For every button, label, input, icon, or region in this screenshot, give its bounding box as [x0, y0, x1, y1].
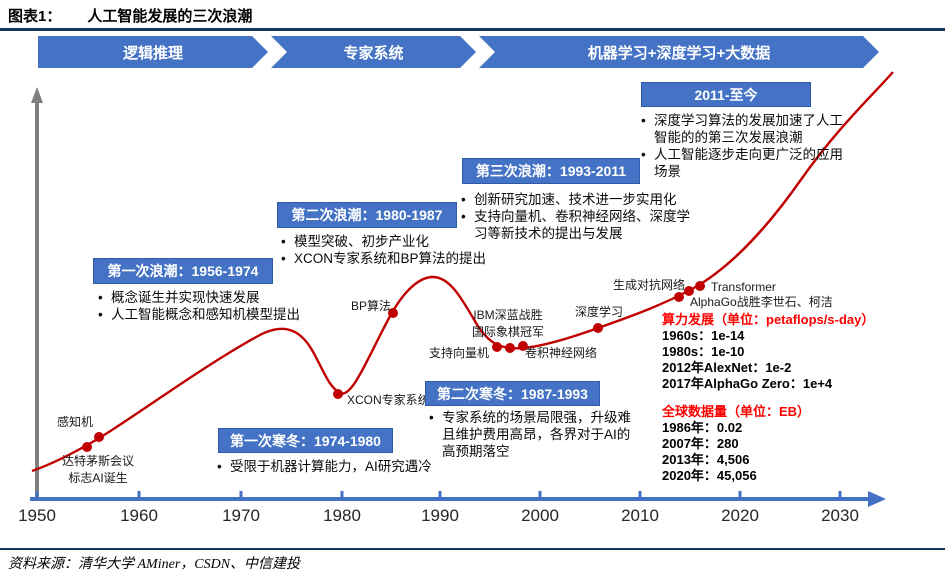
x-tick-1980: 1980	[323, 506, 361, 525]
y-axis	[31, 87, 43, 500]
wave3-bullets: 创新研究加速、技术进一步实用化 支持向量机、卷积神经网络、深度学习等新技术的提出…	[458, 191, 703, 242]
x-tick-1950: 1950	[18, 506, 56, 525]
x-tick-1970: 1970	[222, 506, 260, 525]
era2011-header: 2011-至今	[641, 82, 811, 107]
stage-label: 机器学习+深度学习+大数据	[587, 44, 771, 62]
dot-dartmouth	[82, 442, 92, 452]
stage-label: 逻辑推理	[122, 44, 183, 62]
dot-gan	[674, 292, 684, 302]
milestone-label-dartmouth-conference: 达特茅斯会议 标志AI诞生	[61, 454, 134, 485]
bullet: XCON专家系统和BP算法的提出	[278, 250, 508, 267]
x-tick-2010: 2010	[621, 506, 659, 525]
figure-number: 图表1：	[8, 8, 62, 25]
stage-expert-systems: 专家系统	[271, 36, 476, 68]
compute-stat: 1960s：1e-14	[662, 328, 745, 343]
dot-xcon	[333, 389, 343, 399]
dot-svm	[492, 342, 502, 352]
bullet: 人工智能逐步走向更广泛的应用场景	[638, 146, 853, 180]
data-volume-stats-title: 全球数据量（单位：EB）	[662, 404, 811, 419]
bullet: 专家系统的场景局限强，升级难且维护费用高昂，各界对于AI的高预期落空	[426, 409, 641, 460]
top-rule	[0, 28, 945, 31]
stats-block: 算力发展（单位：petaflops/s-day） 1960s：1e-14 198…	[662, 312, 874, 484]
x-axis	[30, 491, 886, 507]
bullet: 概念诞生并实现快速发展	[95, 289, 330, 306]
figure-title: 图表1： 人工智能发展的三次浪潮	[8, 5, 252, 26]
milestone-label-transformer: Transformer	[711, 280, 776, 294]
wave1-header: 第一次浪潮：1956-1974	[93, 258, 273, 284]
wave3-header: 第三次浪潮：1993-2011	[462, 158, 640, 184]
milestone-label-xcon-expert-system: XCON专家系统	[347, 393, 430, 407]
milestone-label-deep-learning: 深度学习	[575, 305, 624, 319]
era2011-bullets: 深度学习算法的发展加速了人工智能的的第三次发展浪潮 人工智能逐步走向更广泛的应用…	[638, 112, 853, 180]
wave2-header: 第二次浪潮：1980-1987	[277, 202, 457, 228]
wave1-bullets: 概念诞生并实现快速发展 人工智能概念和感知机模型提出	[95, 289, 330, 323]
figure-title-text: 人工智能发展的三次浪潮	[87, 8, 253, 25]
x-tick-2020: 2020	[721, 506, 759, 525]
data-volume-stat: 2013年：4,506	[662, 452, 750, 467]
x-axis-ticks	[35, 491, 842, 499]
bullet: 受限于机器计算能力，AI研究遇冷	[214, 458, 464, 475]
milestone-label-cnn: 卷积神经网络	[525, 346, 598, 360]
data-volume-stat: 2020年：45,056	[662, 468, 757, 483]
bullet: 深度学习算法的发展加速了人工智能的的第三次发展浪潮	[638, 112, 853, 146]
winter1-header: 第一次寒冬：1974-1980	[218, 428, 393, 453]
compute-stat: 2017年AlphaGo Zero：1e+4	[662, 376, 833, 391]
bottom-rule	[0, 548, 945, 550]
milestone-label-svm: 支持向量机	[429, 346, 490, 360]
winter2-header: 第二次寒冬：1987-1993	[425, 381, 600, 406]
x-tick-1990: 1990	[421, 506, 459, 525]
bullet: 支持向量机、卷积神经网络、深度学习等新技术的提出与发展	[458, 208, 703, 242]
dot-transformer	[695, 281, 705, 291]
data-volume-stat: 2007年：280	[662, 436, 739, 451]
dot-deep-learning	[593, 323, 603, 333]
winter2-bullets: 专家系统的场景局限强，升级难且维护费用高昂，各界对于AI的高预期落空	[426, 409, 641, 460]
wave2-bullets: 模型突破、初步产业化 XCON专家系统和BP算法的提出	[278, 233, 508, 267]
bullet: 人工智能概念和感知机模型提出	[95, 306, 330, 323]
x-axis-arrow-icon	[868, 491, 886, 507]
stage-ml-dl-bigdata: 机器学习+深度学习+大数据	[479, 36, 879, 68]
dot-perceptron	[94, 432, 104, 442]
y-axis-arrow-icon	[31, 87, 43, 103]
stage-logic-reasoning: 逻辑推理	[38, 36, 268, 68]
milestone-label-bp-algorithm: BP算法	[351, 299, 392, 313]
dot-deep-blue	[505, 343, 515, 353]
compute-stat: 2012年AlexNet：1e-2	[662, 360, 792, 375]
x-tick-2030: 2030	[821, 506, 859, 525]
milestone-label-gan: 生成对抗网络	[613, 278, 686, 292]
milestone-label-ibm-deep-blue: IBM深蓝战胜 国际象棋冠军	[471, 308, 544, 339]
milestone-label-alphago: AlphaGo战胜李世石、柯洁	[690, 295, 833, 309]
milestone-label-perceptron: 感知机	[57, 415, 94, 429]
data-volume-stat: 1986年：0.02	[662, 420, 743, 435]
stage-label: 专家系统	[343, 44, 404, 62]
compute-stats-title: 算力发展（单位：petaflops/s-day）	[662, 312, 875, 327]
stage-banner: 逻辑推理 专家系统 机器学习+深度学习+大数据	[38, 36, 882, 68]
compute-stat: 1980s：1e-10	[662, 344, 745, 359]
bullet: 创新研究加速、技术进一步实用化	[458, 191, 703, 208]
source-note: 资料来源：清华大学 AMiner，CSDN、中信建投	[8, 557, 301, 572]
winter1-bullets: 受限于机器计算能力，AI研究遇冷	[214, 458, 464, 475]
x-tick-1960: 1960	[120, 506, 158, 525]
x-tick-2000: 2000	[521, 506, 559, 525]
bullet: 模型突破、初步产业化	[278, 233, 508, 250]
